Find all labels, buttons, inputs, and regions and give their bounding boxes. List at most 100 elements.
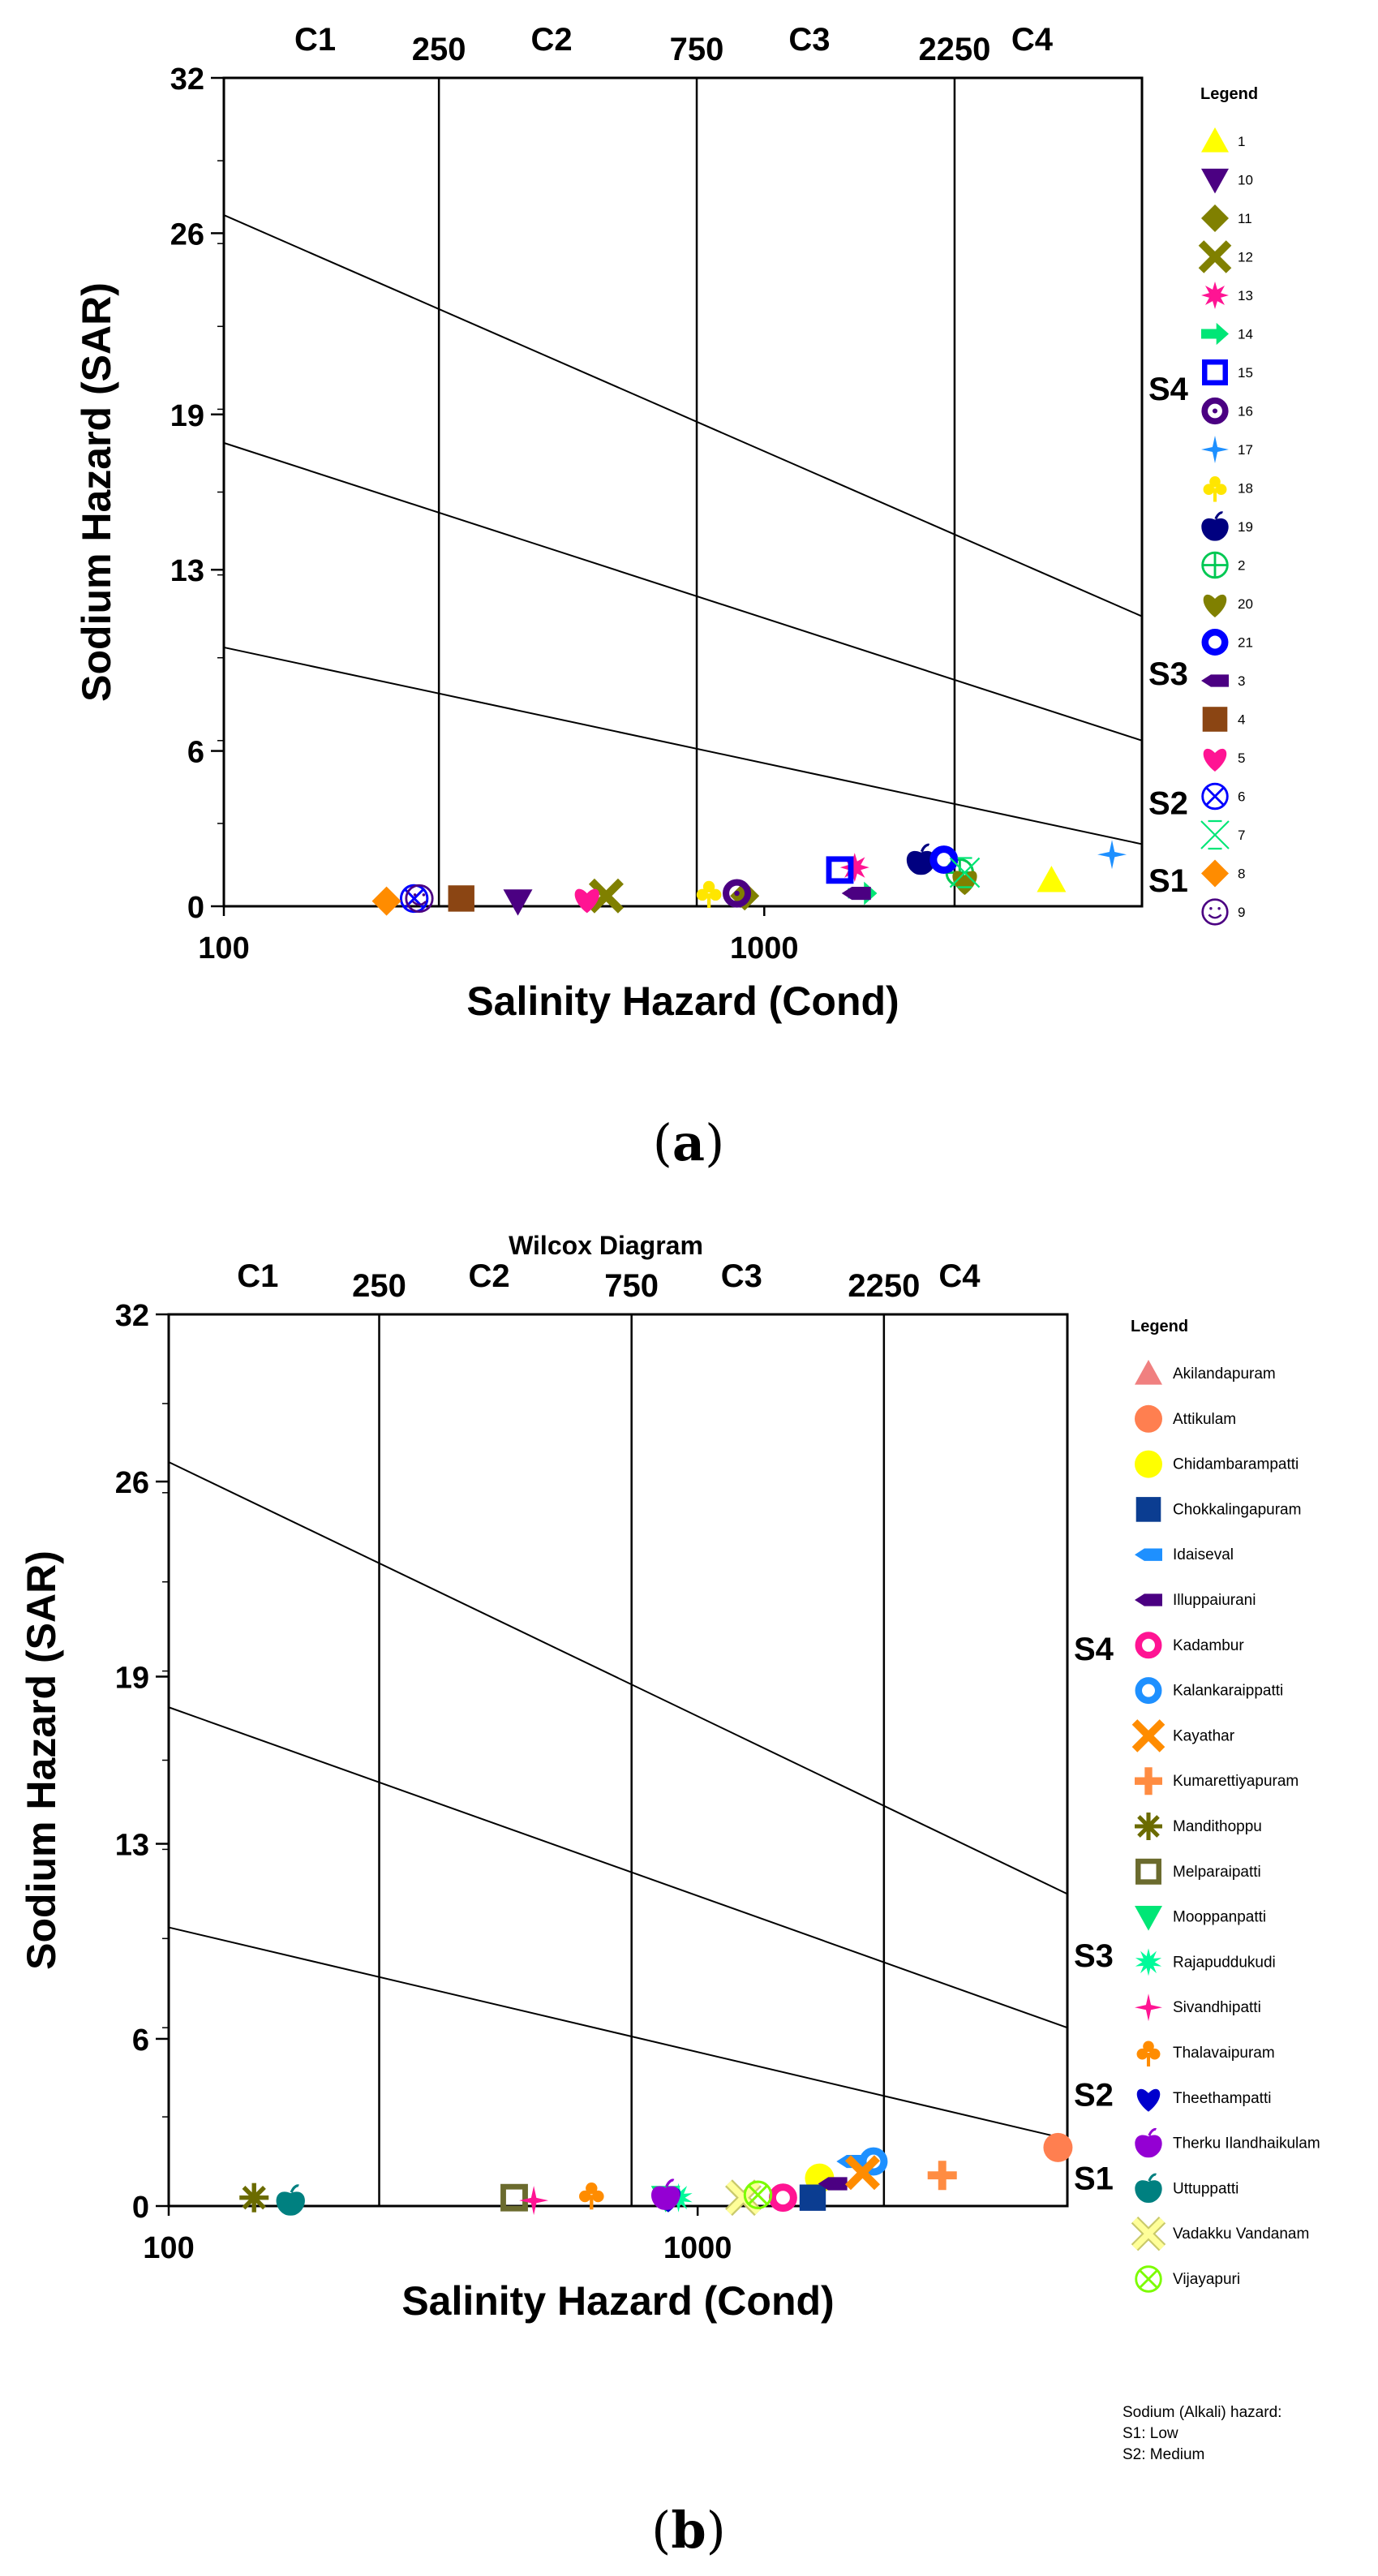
- legend-marker: [1201, 322, 1229, 346]
- salinity-class-label: C1: [294, 22, 336, 58]
- legend-marker: [1135, 1632, 1162, 1659]
- legend-item: Kadambur: [1135, 1632, 1244, 1659]
- legend-marker: [1201, 782, 1229, 811]
- legend-marker: [1201, 898, 1229, 926]
- x-tick-label: 1000: [730, 931, 799, 965]
- class-boundary-label: 2250: [848, 1268, 920, 1304]
- legend-label: Thalavaipuram: [1173, 2045, 1275, 2062]
- class-boundary-label: 250: [412, 32, 466, 67]
- legend-label: Mandithoppu: [1173, 1818, 1262, 1835]
- legend-label: Melparaipatti: [1173, 1864, 1261, 1881]
- legend-marker: [1201, 397, 1229, 425]
- legend-label: Attikulam: [1173, 1411, 1236, 1428]
- legend-label: Kayathar: [1173, 1727, 1235, 1744]
- legend-label: 16: [1238, 404, 1253, 419]
- legend-label: 19: [1238, 519, 1253, 535]
- legend-label: 20: [1238, 596, 1253, 612]
- legend-marker: [1202, 359, 1228, 385]
- legend-label: 2: [1238, 558, 1245, 574]
- legend-item: 13: [1201, 282, 1253, 309]
- legend-item: 4: [1202, 707, 1245, 732]
- class-boundary-label: 750: [670, 32, 724, 67]
- legend-label: 10: [1238, 173, 1253, 188]
- data-point: [929, 845, 959, 875]
- legend-marker: [1201, 551, 1229, 579]
- legend-marker: [1201, 511, 1229, 541]
- data-point: [1037, 866, 1067, 892]
- legend-item: Theethampatti: [1136, 2088, 1271, 2112]
- legend-item: 19: [1201, 511, 1253, 541]
- x-axis-title: Salinity Hazard (Cond): [466, 978, 899, 1024]
- legend-label: Sivandhipatti: [1173, 1999, 1261, 2016]
- legend-label: Rajapuddukudi: [1173, 1954, 1276, 1971]
- legend-item: 5: [1203, 748, 1245, 772]
- legend-marker: [1201, 436, 1229, 463]
- legend-marker: [1135, 1906, 1162, 1931]
- legend-item: Kumarettiyapuram: [1135, 1767, 1299, 1795]
- legend-label: 3: [1238, 673, 1245, 689]
- y-tick-label: 26: [170, 217, 204, 252]
- data-point: [1043, 2132, 1073, 2162]
- legend-item: Thalavaipuram: [1136, 2041, 1275, 2066]
- legend-item: Vijayapuri: [1135, 2265, 1240, 2293]
- legend-label: 14: [1238, 327, 1253, 342]
- legend-marker: [1203, 594, 1227, 617]
- legend-marker: [1135, 1813, 1162, 1840]
- legend-item: 14: [1201, 322, 1253, 346]
- wilcox-chart-b: 0 6 13 19 26 32 100 1000 250 750 2250 C1 C2 C3 C4 S4 S3 S…: [19, 1231, 1320, 2560]
- legend-label: Theethampatti: [1173, 2090, 1271, 2107]
- legend-item: Therku Ilandhaikulam: [1135, 2127, 1320, 2158]
- legend-item: Mooppanpatti: [1135, 1906, 1266, 1931]
- data-point: [448, 885, 474, 912]
- legend-marker: [1135, 2127, 1162, 2158]
- sodium-hazard-line: [223, 646, 1143, 845]
- salinity-class-label: C3: [788, 22, 830, 58]
- legend-label: 6: [1238, 789, 1245, 805]
- legend-marker: [1135, 1948, 1162, 1976]
- sodium-class-label: S2: [1074, 2078, 1114, 2114]
- data-point: [723, 879, 752, 908]
- class-boundary-label: 2250: [918, 32, 990, 67]
- sodium-class-label: S4: [1074, 1632, 1114, 1667]
- legend-marker: [1136, 2088, 1161, 2112]
- legend-item: 9: [1201, 898, 1245, 926]
- legend-marker: [1201, 674, 1229, 687]
- legend-item: 6: [1201, 782, 1245, 811]
- sodium-class-label: S3: [1148, 656, 1188, 692]
- legend-item: Rajapuddukudi: [1135, 1948, 1276, 1976]
- panel-caption: (a): [653, 1113, 725, 1172]
- legend-marker: [1203, 476, 1227, 502]
- data-point: [588, 878, 624, 914]
- legend-label: Mooppanpatti: [1173, 1909, 1266, 1926]
- salinity-class-label: C4: [938, 1258, 981, 1294]
- data-point: [768, 2183, 797, 2213]
- legend-footnote: S2: Medium: [1123, 2446, 1204, 2463]
- legend-label: 15: [1238, 365, 1253, 381]
- data-point: [906, 843, 936, 875]
- data-point: [503, 889, 533, 916]
- legend-title: Legend: [1200, 85, 1258, 103]
- y-tick-label: 26: [115, 1466, 149, 1500]
- data-point: [949, 857, 981, 888]
- legend-item: Kalankaraippatti: [1135, 1677, 1283, 1705]
- legend-item: 20: [1203, 594, 1253, 617]
- x-tick-label: 100: [143, 2231, 194, 2265]
- legend-label: Therku Ilandhaikulam: [1173, 2135, 1320, 2152]
- legend-label: Uttuppatti: [1173, 2180, 1238, 2197]
- legend-item: Mandithoppu: [1135, 1813, 1262, 1840]
- data-point: [1097, 840, 1127, 870]
- legend-marker: [1201, 629, 1229, 656]
- legend-item: 16: [1201, 397, 1253, 425]
- legend-item: 17: [1201, 436, 1253, 463]
- legend-marker: [1135, 1450, 1162, 1478]
- data-point: [239, 2183, 269, 2213]
- data-point: [841, 886, 871, 901]
- legend-item: Uttuppatti: [1135, 2173, 1238, 2204]
- salinity-class-label: C3: [721, 1258, 762, 1294]
- legend-marker: [1200, 819, 1230, 850]
- legend-label: Kumarettiyapuram: [1173, 1773, 1299, 1790]
- legend-label: 13: [1238, 288, 1253, 303]
- legend-label: Vijayapuri: [1173, 2271, 1240, 2288]
- legend-label: 4: [1238, 712, 1245, 728]
- salinity-class-label: C2: [469, 1258, 510, 1294]
